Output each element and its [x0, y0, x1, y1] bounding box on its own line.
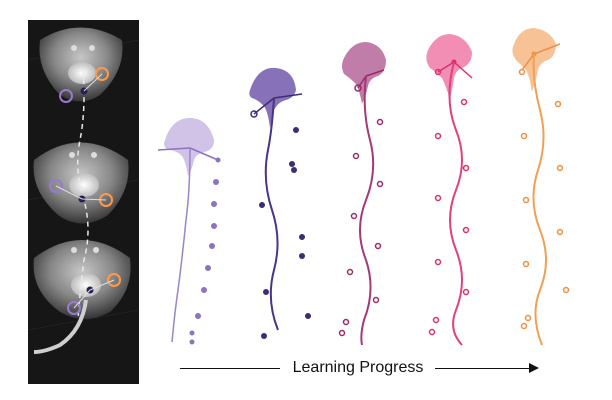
stage-4-body-icon	[426, 34, 472, 100]
stage-3-agent	[338, 42, 386, 346]
stage-1-agent	[157, 118, 221, 345]
ray-frame-middle	[33, 142, 129, 224]
arrow-shaft-left	[180, 368, 280, 369]
stage-2-trajectory	[264, 97, 279, 331]
stage-1-trajectory	[171, 147, 191, 343]
photo-panel	[27, 20, 140, 384]
learning-progress-label: Learning Progress	[292, 359, 424, 376]
arrow-shaft-right	[435, 368, 531, 369]
learning-progress-arrow: Learning Progress	[180, 357, 540, 381]
stage-4-trajectory	[448, 61, 463, 346]
stage-3-body-icon	[342, 42, 386, 104]
arrow-head-icon	[529, 363, 539, 373]
photo-markers	[49, 67, 121, 315]
stage-1-dots	[189, 179, 219, 345]
stage-1-body-icon	[164, 118, 214, 176]
stage-5-trajectory	[532, 53, 547, 346]
stage-2-dots	[259, 127, 311, 339]
stage-3-trajectory	[359, 75, 375, 346]
stage-5-dots	[518, 68, 570, 330]
stage-4-dots	[428, 98, 470, 336]
photo-trajectory	[77, 69, 89, 321]
ray-frame-top	[39, 27, 123, 102]
stage-3-dots	[338, 118, 384, 337]
stage-4-agent	[426, 34, 473, 346]
stage-2-body-icon	[249, 67, 296, 128]
stage-5-agent	[512, 28, 570, 346]
ray-tail	[33, 299, 88, 354]
stage-2-agent	[249, 67, 311, 339]
